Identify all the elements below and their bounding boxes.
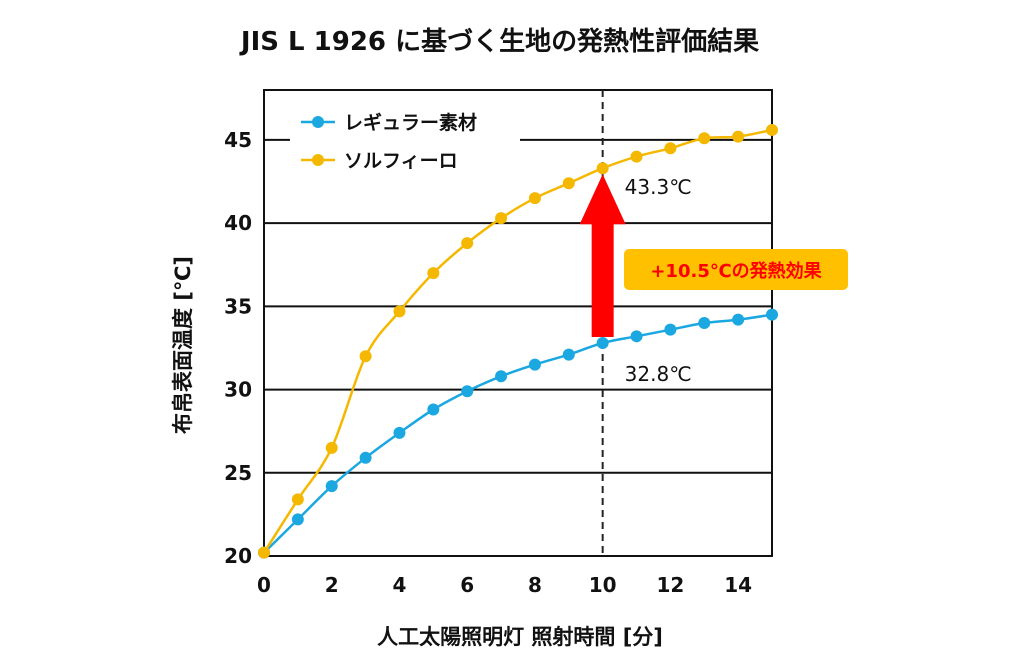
- data-point: [461, 237, 474, 250]
- data-point: [291, 493, 304, 506]
- data-point: [528, 358, 541, 371]
- data-point: [664, 142, 677, 155]
- y-tick-label: 25: [224, 461, 252, 485]
- x-tick-label: 10: [589, 573, 617, 597]
- data-point: [393, 305, 406, 318]
- data-point: [461, 385, 474, 398]
- legend-item: レギュラー素材: [301, 111, 477, 134]
- data-point: [427, 267, 440, 280]
- x-tick-label: 0: [257, 573, 271, 597]
- plot-frame: [263, 89, 773, 557]
- series-2: [258, 123, 778, 559]
- data-point: [562, 348, 575, 361]
- x-tick-label: 6: [460, 573, 474, 597]
- legend-background: [290, 100, 520, 186]
- legend-marker: [312, 116, 324, 128]
- data-point: [325, 441, 338, 454]
- data-point: [630, 150, 643, 163]
- data-point: [495, 212, 508, 225]
- data-point: [528, 192, 541, 205]
- x-tick-label: 8: [528, 573, 542, 597]
- solfiro-value-label: 43.3℃: [625, 175, 692, 199]
- data-point: [766, 308, 778, 321]
- series-layer: [258, 123, 778, 559]
- x-tick-label: 14: [724, 573, 752, 597]
- regular-value-label: 32.8℃: [625, 362, 692, 386]
- y-axis-ticks: 20 25 30 35 40 45: [224, 128, 252, 568]
- y-tick-label: 45: [224, 128, 252, 152]
- data-point: [359, 451, 372, 464]
- x-tick-label: 2: [325, 573, 339, 597]
- data-point: [732, 313, 745, 326]
- data-point: [291, 513, 304, 526]
- data-point: [766, 123, 778, 136]
- data-point: [562, 177, 575, 190]
- data-point: [596, 162, 609, 175]
- legend-marker: [312, 154, 324, 166]
- data-point: [732, 130, 745, 143]
- y-tick-label: 20: [224, 544, 252, 568]
- legend-label: レギュラー素材: [344, 111, 477, 134]
- data-point: [325, 480, 338, 493]
- difference-callout-box: [624, 249, 848, 290]
- series-line: [263, 313, 773, 554]
- data-point: [495, 370, 508, 383]
- y-tick-label: 30: [224, 378, 252, 402]
- x-tick-label: 4: [393, 573, 407, 597]
- data-point: [393, 426, 406, 439]
- temperature-difference-arrow: [579, 174, 626, 337]
- x-axis-label: 人工太陽照明灯 照射時間 [分]: [377, 625, 663, 649]
- data-point: [427, 403, 440, 416]
- chart-title: JIS L 1926 に基づく生地の発熱性評価結果: [239, 26, 759, 57]
- y-tick-label: 35: [224, 294, 252, 318]
- data-point: [596, 336, 609, 349]
- series-1: [258, 308, 778, 559]
- difference-callout-text: +10.5℃の発熱効果: [650, 260, 822, 282]
- data-point: [630, 330, 643, 343]
- legend-item: ソルフィーロ: [301, 150, 458, 172]
- data-point: [664, 323, 677, 336]
- y-axis-label: 布帛表面温度 [℃]: [171, 256, 195, 434]
- series-line: [262, 128, 773, 554]
- x-tick-label: 12: [656, 573, 684, 597]
- data-point: [359, 350, 372, 363]
- y-tick-label: 40: [224, 211, 252, 235]
- x-axis-ticks: 0 2 4 6 8 10 12 14: [257, 573, 752, 597]
- data-point: [258, 546, 270, 559]
- legend-label: ソルフィーロ: [344, 150, 458, 172]
- data-point: [698, 317, 711, 329]
- data-point: [698, 132, 711, 145]
